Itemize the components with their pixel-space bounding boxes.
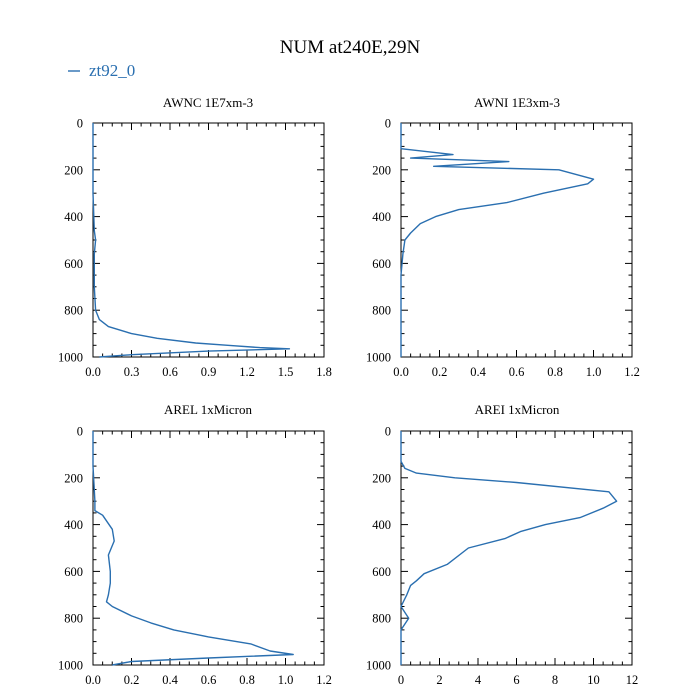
panel-title: AREI 1xMicron: [475, 402, 560, 417]
y-tick-label: 400: [372, 210, 391, 224]
legend-label: zt92_0: [89, 61, 135, 80]
x-tick-label: 0.6: [162, 365, 178, 379]
y-tick-label: 1000: [58, 659, 83, 673]
x-tick-label: 0.8: [239, 673, 255, 687]
series-line-zt92_0: [400, 123, 595, 357]
y-tick-label: 600: [372, 565, 391, 579]
series-line-zt92_0: [92, 431, 294, 666]
y-tick-label: 200: [372, 471, 391, 485]
panel-title: AWNC 1E7xm-3: [163, 95, 253, 110]
x-tick-label: 0.9: [201, 365, 217, 379]
x-tick-label: 0.8: [547, 365, 563, 379]
x-tick-label: 6: [513, 673, 519, 687]
y-tick-label: 1000: [58, 351, 83, 365]
y-tick-label: 400: [64, 518, 83, 532]
figure-title: NUM at240E,29N: [280, 37, 421, 58]
x-tick-label: 0.0: [85, 365, 101, 379]
x-tick-label: 8: [552, 673, 558, 687]
x-tick-label: 1.8: [316, 365, 332, 379]
x-tick-label: 1.2: [316, 673, 332, 687]
panel-arel: AREL 1xMicron 0.0 0.2 0.4 0.6 0.8 1.0 1.2 0 200 4…: [58, 402, 332, 687]
y-tick-label: 200: [372, 163, 391, 177]
y-tick-label: 200: [64, 163, 83, 177]
y-tick-label: 200: [64, 471, 83, 485]
x-tick-label: 4: [475, 673, 482, 687]
panel-awni: AWNI 1E3xm-3 0.0 0.2 0.4 0.6 0.8 1.0 1.2 0 200 40…: [366, 95, 640, 379]
x-tick-label: 0.6: [201, 673, 217, 687]
panel-title: AWNI 1E3xm-3: [474, 95, 560, 110]
plot-frame: [400, 122, 633, 358]
plot-frame: [92, 122, 325, 358]
series-line-zt92_0: [92, 123, 291, 358]
axes: 0.0 0.2 0.4 0.6 0.8 1.0 1.2 0 200 400 600 800 1000: [366, 117, 640, 380]
x-tick-label: 1.5: [278, 365, 294, 379]
y-tick-label: 800: [64, 304, 83, 318]
y-tick-label: 1000: [366, 351, 391, 365]
x-tick-label: 10: [587, 673, 600, 687]
y-tick-label: 600: [372, 257, 391, 271]
series-line-zt92_0: [400, 431, 618, 665]
x-tick-label: 0.0: [85, 673, 101, 687]
x-tick-label: 0.6: [509, 365, 525, 379]
x-tick-label: 1.2: [239, 365, 255, 379]
x-tick-label: 2: [436, 673, 442, 687]
x-tick-label: 1.2: [624, 365, 640, 379]
y-tick-label: 1000: [366, 659, 391, 673]
y-tick-label: 600: [64, 565, 83, 579]
axes: 0.0 0.2 0.4 0.6 0.8 1.0 1.2 0 200 400 600 800 1000: [58, 425, 332, 688]
y-tick-label: 0: [385, 425, 391, 439]
panel-title: AREL 1xMicron: [164, 402, 252, 417]
x-tick-label: 0.4: [470, 365, 486, 379]
plot-frame: [92, 430, 325, 666]
y-tick-label: 800: [372, 304, 391, 318]
y-tick-label: 0: [77, 425, 83, 439]
panel-arei: AREI 1xMicron 0 2 4 6 8 10 12 0 200 400 600 800 1000: [366, 402, 638, 687]
y-tick-label: 800: [372, 612, 391, 626]
x-tick-label: 0.0: [393, 365, 409, 379]
x-tick-label: 0.2: [124, 673, 140, 687]
plot-frame: [400, 430, 633, 666]
axes: 0.0 0.3 0.6 0.9 1.2 1.5 1.8 0 200 400 600 800 1000: [58, 117, 332, 380]
x-tick-label: 1.0: [586, 365, 602, 379]
x-tick-label: 0: [398, 673, 404, 687]
y-tick-label: 600: [64, 257, 83, 271]
y-tick-label: 400: [64, 210, 83, 224]
x-tick-label: 1.0: [278, 673, 294, 687]
y-tick-label: 400: [372, 518, 391, 532]
y-tick-label: 800: [64, 612, 83, 626]
x-tick-label: 0.2: [432, 365, 448, 379]
y-tick-label: 0: [77, 117, 83, 131]
x-tick-label: 0.4: [162, 673, 178, 687]
y-tick-label: 0: [385, 117, 391, 131]
axes: 0 2 4 6 8 10 12 0 200 400 600 800 1000: [366, 425, 638, 688]
legend: zt92_0: [68, 61, 135, 80]
x-tick-label: 12: [626, 673, 639, 687]
panel-awnc: AWNC 1E7xm-3 0.0 0.3 0.6 0.9 1.2 1.5 1.8 0 200 40…: [58, 95, 332, 379]
x-tick-label: 0.3: [124, 365, 140, 379]
